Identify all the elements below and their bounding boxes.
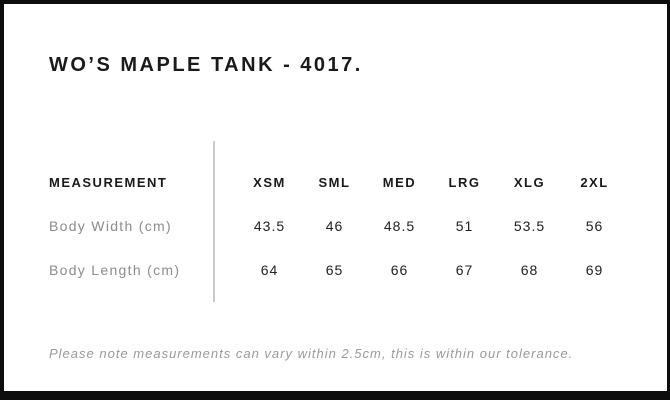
size-value-cell: 46 xyxy=(325,218,344,234)
column-header-xsm: XSM xyxy=(253,174,286,190)
size-value-cell: 64 xyxy=(260,262,279,278)
table-vertical-divider xyxy=(213,141,215,302)
size-value-cell: 43.5 xyxy=(253,218,286,234)
size-value-cell: 68 xyxy=(520,262,539,278)
row-label-body-length: Body Length (cm) xyxy=(49,262,181,278)
column-header-sml: SML xyxy=(318,174,351,190)
size-value-cell: 69 xyxy=(585,262,604,278)
column-header-lrg: LRG xyxy=(448,174,481,190)
column-header-xlg: XLG xyxy=(513,174,546,190)
product-title: WO’S MAPLE TANK - 4017. xyxy=(49,54,363,76)
column-header-measurement: MEASUREMENT xyxy=(49,174,168,190)
size-value-cell: 48.5 xyxy=(383,218,416,234)
size-table: MEASUREMENT XSM SML MED LRG XLG 2XL Body… xyxy=(49,160,627,292)
size-value-cell: 53.5 xyxy=(513,218,546,234)
size-value-cell: 65 xyxy=(325,262,344,278)
size-value-cell: 67 xyxy=(455,262,474,278)
tolerance-note: Please note measurements can vary within… xyxy=(49,346,574,361)
row-label-body-width: Body Width (cm) xyxy=(49,218,172,234)
size-value-cell: 66 xyxy=(390,262,409,278)
column-header-med: MED xyxy=(382,174,417,190)
size-value-cell: 56 xyxy=(585,218,604,234)
column-header-2xl: 2XL xyxy=(580,174,609,190)
size-value-cell: 51 xyxy=(455,218,474,234)
